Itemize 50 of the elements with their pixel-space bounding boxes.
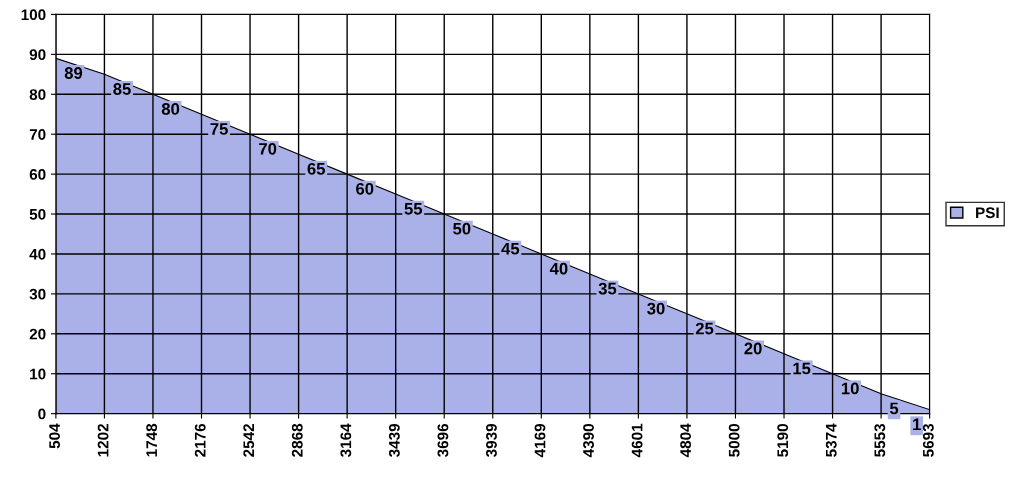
- data-label: 55: [404, 203, 423, 215]
- x-tick-label: 4390: [583, 424, 594, 458]
- data-label: 5: [889, 402, 899, 415]
- y-tick-label: 80: [29, 89, 46, 100]
- y-tick-label: 50: [29, 208, 46, 220]
- data-label: 85: [113, 83, 131, 95]
- data-label: 15: [793, 362, 811, 375]
- data-label: 89: [64, 67, 83, 79]
- x-tick-label: 2868: [291, 423, 303, 457]
- data-label: 65: [307, 162, 325, 175]
- y-tick-label: 60: [29, 168, 46, 180]
- y-tick-label: 10: [30, 368, 46, 380]
- x-tick-label: 5374: [825, 423, 837, 457]
- x-tick-label: 3439: [388, 423, 400, 458]
- x-tick-label: 2176: [194, 423, 206, 457]
- legend-label: PSI: [976, 207, 999, 219]
- data-label: 30: [647, 302, 665, 315]
- y-tick-label: 90: [29, 49, 46, 61]
- x-tick-label: 3164: [340, 423, 352, 458]
- data-label: 25: [695, 322, 714, 335]
- data-label: 35: [598, 282, 617, 295]
- x-tick-label: 1202: [97, 423, 109, 457]
- x-tick-label: 5553: [874, 423, 886, 457]
- data-label: 10: [841, 382, 859, 395]
- data-label: 1: [913, 418, 921, 431]
- data-label: 50: [453, 222, 471, 235]
- x-tick-label: 504: [49, 423, 60, 449]
- x-tick-label: 5190: [777, 424, 789, 457]
- data-label: 75: [210, 123, 228, 135]
- x-tick-label: 2542: [243, 423, 255, 457]
- x-tick-label: 4169: [534, 423, 546, 458]
- x-tick-label: 4601: [631, 423, 643, 458]
- x-tick-label: 5000: [728, 424, 740, 457]
- x-tick-label: 3696: [437, 423, 449, 458]
- data-label: 45: [501, 242, 520, 255]
- y-tick-label: 70: [29, 129, 46, 140]
- y-tick-label: 30: [29, 288, 46, 300]
- data-label: 60: [356, 182, 374, 195]
- data-label: 20: [744, 342, 762, 355]
- y-tick-label: 20: [29, 328, 46, 340]
- data-label: 80: [161, 103, 180, 115]
- x-tick-label: 4804: [680, 423, 692, 458]
- y-tick-label: 40: [29, 248, 46, 260]
- x-tick-label: 3939: [486, 423, 497, 458]
- x-tick-label: 5693: [922, 423, 934, 457]
- data-label: 40: [549, 262, 568, 275]
- x-tick-label: 1748: [146, 423, 158, 457]
- y-tick-label: 0: [38, 408, 46, 420]
- data-label: 70: [259, 142, 277, 155]
- y-tick-label: 100: [21, 9, 46, 21]
